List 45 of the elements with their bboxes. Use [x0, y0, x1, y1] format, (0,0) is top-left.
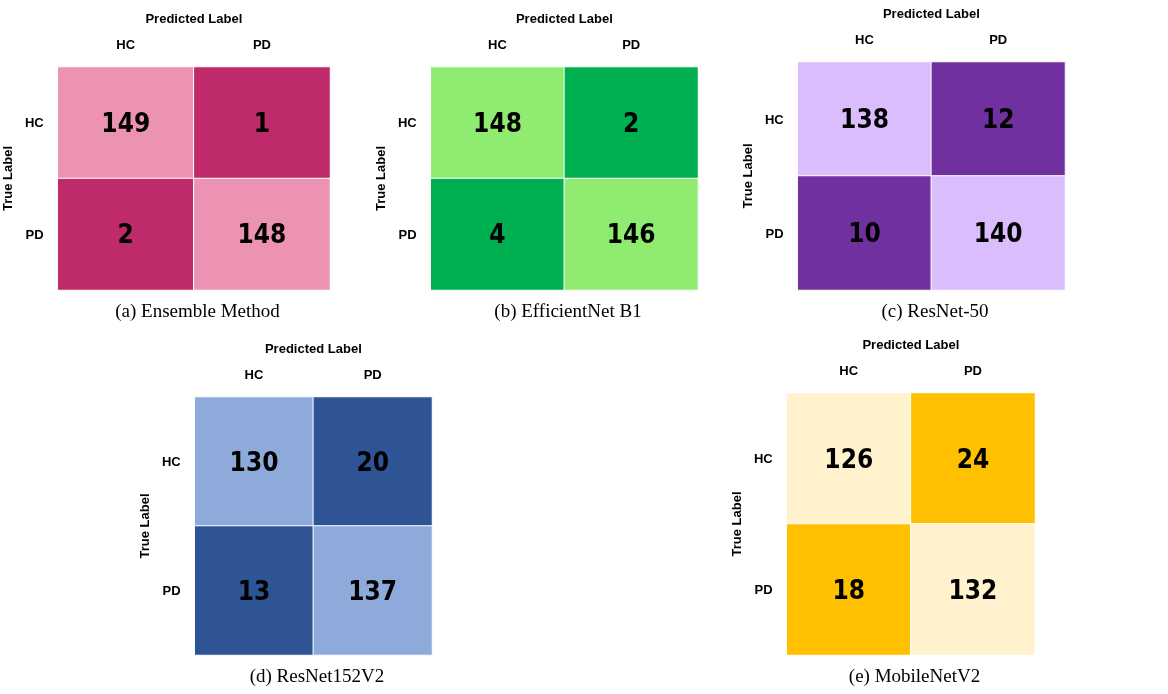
data-label: 132: [948, 574, 998, 605]
data-label: 10: [848, 218, 881, 248]
x-tick-label: PD: [363, 367, 382, 382]
data-label: 12: [981, 104, 1015, 134]
y-axis-title: True Label: [740, 143, 755, 209]
text: (c) ResNet-50: [881, 300, 989, 322]
data-label: 1: [253, 107, 271, 138]
data-label: 20: [356, 446, 389, 477]
x-tick-label: HC: [855, 32, 875, 47]
data-label: 148: [473, 107, 522, 138]
x-tick-label: PD: [252, 37, 271, 52]
data-label: 18: [832, 574, 866, 605]
data-label: 140: [973, 218, 1023, 248]
y-axis-title: True Label: [137, 493, 152, 559]
x-axis-title: Predicted Label: [145, 11, 243, 26]
data-label: 148: [237, 219, 287, 250]
x-tick-label: PD: [963, 363, 982, 378]
y-axis-title: True Label: [0, 145, 15, 212]
x-axis-title: Predicted Label: [264, 341, 362, 356]
text: (d) ResNet152V2: [249, 665, 385, 687]
x-tick-label: HC: [116, 37, 136, 52]
data-label: 13: [237, 575, 271, 606]
x-tick-label: PD: [989, 32, 1008, 47]
data-label: 2: [623, 107, 640, 138]
data-label: 4: [489, 219, 506, 250]
x-tick-label: HC: [244, 367, 264, 382]
data-label: 24: [956, 443, 990, 474]
data-label: 137: [348, 575, 398, 606]
x-tick-label: HC: [488, 37, 508, 52]
x-tick-label: PD: [622, 37, 641, 52]
data-label: 146: [606, 219, 656, 250]
x-tick-label: HC: [839, 363, 859, 378]
text: (b) EfficientNet B1: [494, 300, 642, 322]
x-axis-title: Predicted Label: [862, 337, 960, 352]
y-axis-title: True Label: [729, 491, 744, 557]
text: (a) Ensemble Method: [115, 300, 281, 322]
data-label: 2: [117, 219, 134, 250]
data-label: 126: [824, 443, 874, 474]
data-label: 130: [229, 446, 279, 477]
data-label: 138: [840, 104, 889, 134]
text: (e) MobileNetV2: [848, 665, 981, 687]
x-axis-title: Predicted Label: [882, 6, 980, 21]
data-label: 149: [101, 107, 151, 138]
y-axis-title: True Label: [373, 145, 388, 212]
x-axis-title: Predicted Label: [515, 11, 613, 26]
